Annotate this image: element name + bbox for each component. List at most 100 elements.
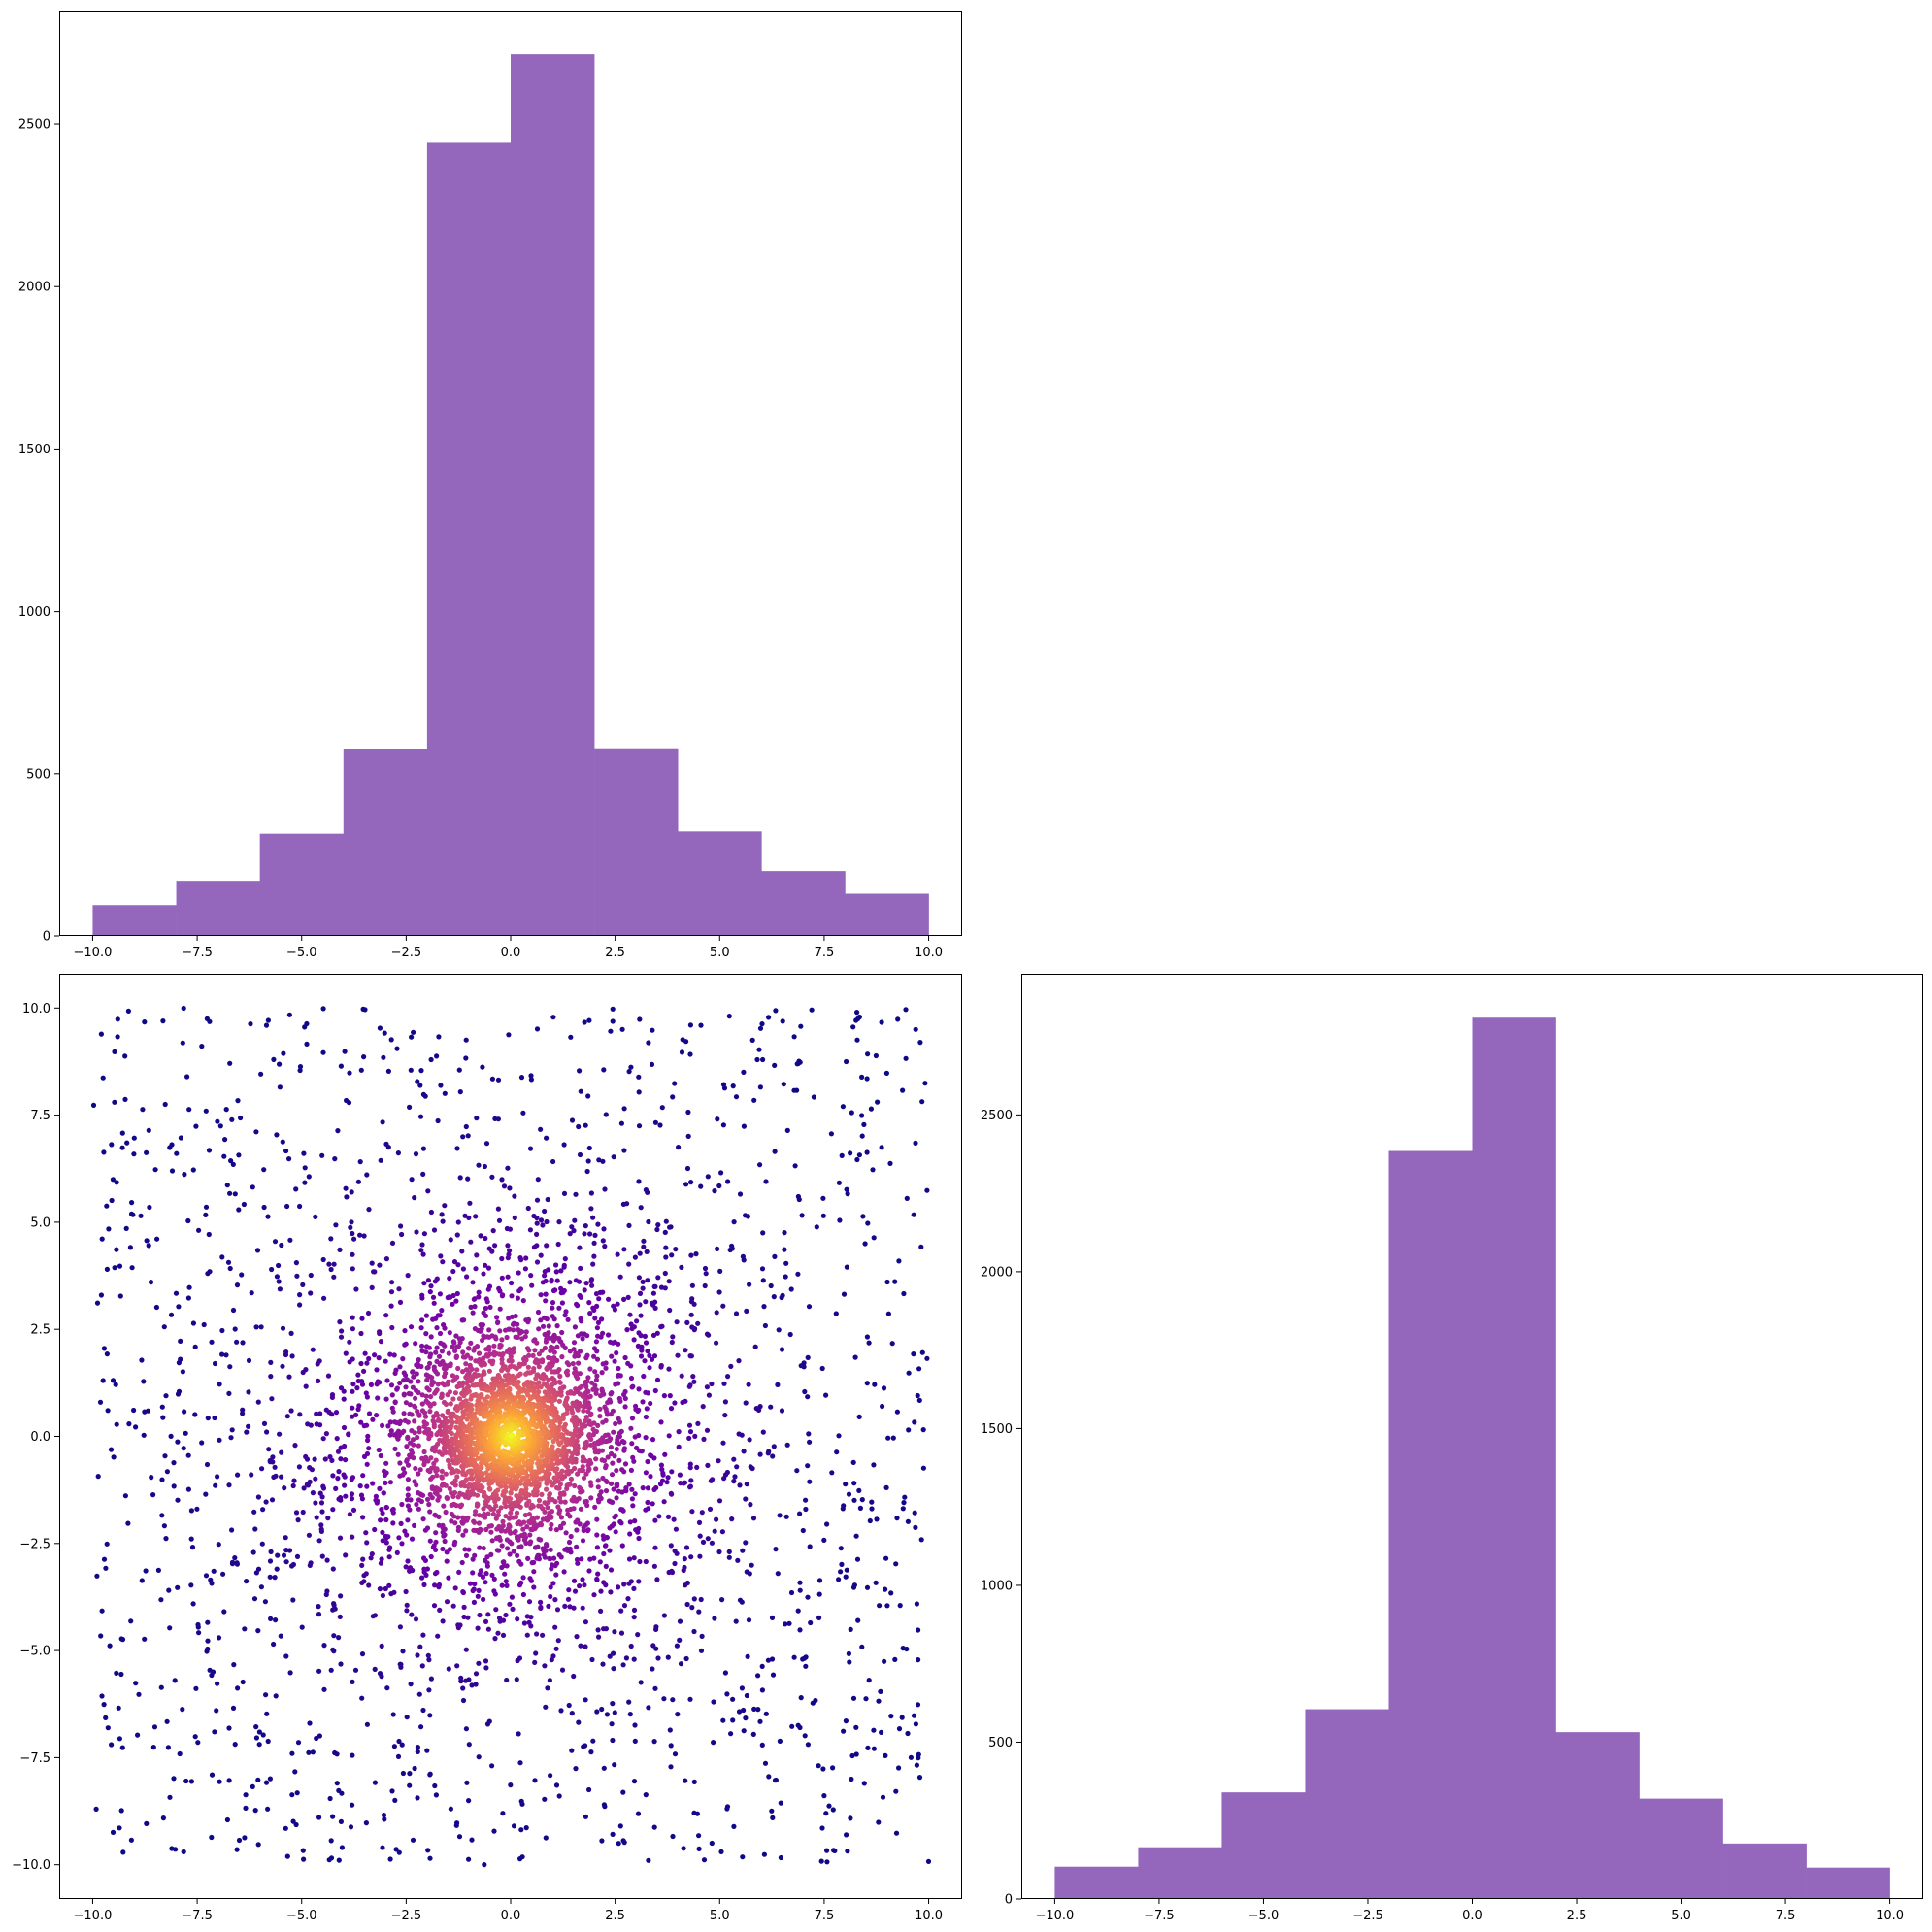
scatter-point [559,1300,566,1306]
scatter-point [721,1476,727,1482]
scatter-point [558,1290,564,1296]
scatter-point [550,1427,555,1434]
top-left-histogram-xtick-label: 0.0 [501,946,521,960]
scatter-point [691,1810,697,1815]
scatter-point [495,1630,501,1636]
scatter-point [469,1682,475,1688]
scatter-point [307,1479,313,1484]
scatter-point [310,1490,316,1496]
scatter-point [633,1407,639,1413]
scatter-point [480,1574,486,1580]
scatter-point [587,1311,593,1316]
scatter-point [479,1465,484,1471]
scatter-point [548,1348,553,1353]
scatter-point [114,1180,119,1185]
scatter-point [489,1416,495,1422]
scatter-point [551,1349,557,1355]
scatter-point [595,1319,602,1325]
scatter-point [377,1025,383,1031]
scatter-point [510,1606,516,1612]
scatter-point [263,1022,270,1028]
scatter-point [135,1732,141,1738]
scatter-point [333,1222,339,1228]
scatter-point [483,1313,489,1318]
scatter-point [524,1632,530,1638]
scatter-point [378,1339,384,1345]
scatter-point [129,1265,135,1271]
scatter-point [589,1656,595,1663]
scatter-point [388,1428,394,1434]
scatter-point [903,1055,909,1061]
scatter-point [650,1437,656,1443]
scatter-point [408,1379,414,1384]
scatter-point [600,1361,606,1367]
scatter-point [221,1609,227,1615]
scatter-point [795,1608,801,1614]
scatter-point [478,1568,483,1574]
scatter-point [463,1528,469,1534]
scatter-point [226,1390,232,1396]
scatter-point [522,1512,529,1518]
scatter-point [668,1743,674,1749]
histogram-bar [594,748,679,936]
scatter-point [808,1619,814,1626]
scatter-point [569,1417,576,1423]
scatter-point [544,1542,550,1548]
scatter-point [486,1347,492,1352]
scatter-point [549,1521,554,1528]
scatter-point [246,1389,251,1395]
scatter-point [507,1226,514,1232]
scatter-point [308,1290,314,1296]
scatter-point [574,1527,580,1533]
scatter-point [123,1225,129,1231]
scatter-point [505,1367,511,1373]
scatter-point [499,1337,505,1343]
scatter-point [800,1527,806,1534]
scatter-point [206,1231,212,1238]
scatter-point [700,1539,707,1545]
scatter-point [432,1782,438,1789]
scatter-point [438,1083,444,1088]
scatter-point [361,1054,367,1060]
scatter-point [456,1067,462,1073]
scatter-point [412,1195,417,1201]
scatter-point [395,1451,401,1457]
scatter-point [632,1491,638,1497]
scatter-point [413,1341,418,1347]
scatter-point [420,1492,426,1498]
scatter-point [783,1621,788,1627]
scatter-point [268,1359,274,1365]
scatter-point [777,1738,783,1744]
scatter-point [413,1151,419,1157]
scatter-point [322,1456,328,1462]
scatter-point [236,1152,242,1158]
scatter-point [203,1212,209,1217]
scatter-point [619,1543,625,1549]
scatter-point [189,1545,196,1550]
scatter-point [484,1554,490,1560]
scatter-point [676,1145,682,1150]
scatter-point [519,1336,525,1342]
scatter-point [683,1778,688,1783]
scatter-point [696,1519,703,1525]
scatter-point [131,1151,137,1157]
scatter-point [563,1530,569,1536]
scatter-point [731,1219,737,1225]
scatter-point [418,1498,424,1505]
scatter-point [672,1400,678,1406]
scatter-point [575,1471,581,1477]
scatter-point [338,1456,344,1462]
scatter-point [251,1596,258,1602]
scatter-point [722,1413,728,1418]
scatter-point [896,1726,903,1732]
scatter-point [118,1671,124,1678]
scatter-point [501,1559,507,1565]
scatter-point [718,1849,724,1854]
scatter-point [118,1808,124,1814]
scatter-point [306,1749,312,1755]
scatter-point [297,1302,303,1308]
scatter-point [411,1442,416,1448]
scatter-point [185,1452,191,1458]
scatter-point [489,1174,495,1180]
